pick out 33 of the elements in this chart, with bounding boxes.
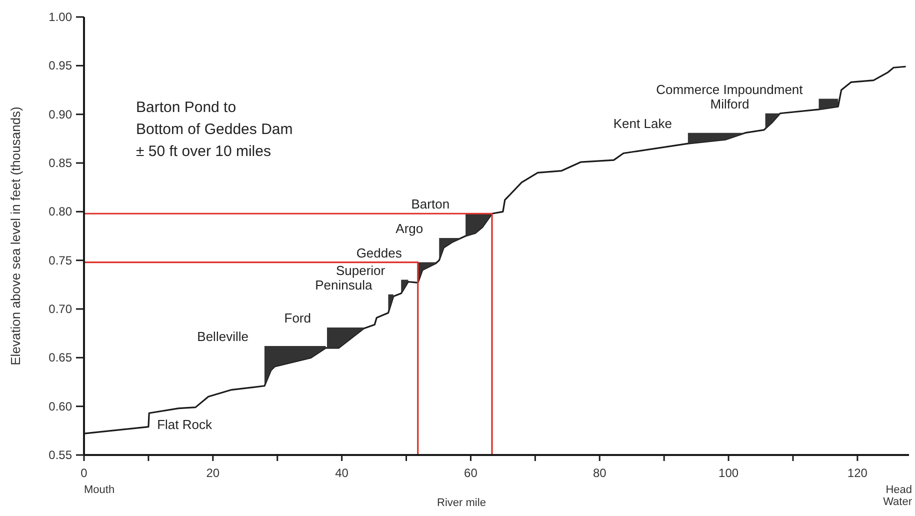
annotation: Argo bbox=[396, 220, 424, 236]
y-tick-label: 1.00 bbox=[48, 10, 72, 24]
annotation: Superior bbox=[336, 262, 386, 278]
x-axis-title: River mile bbox=[437, 497, 486, 509]
annotation: Commerce Impoundment bbox=[656, 82, 804, 97]
y-tick-label: 0.80 bbox=[48, 204, 72, 219]
x-tick-label: 80 bbox=[592, 466, 607, 480]
y-tick-label: 0.75 bbox=[48, 253, 72, 268]
y-tick-label: 0.95 bbox=[48, 58, 72, 73]
y-tick-label: 0.65 bbox=[48, 350, 72, 365]
y-tick-label: 0.90 bbox=[48, 107, 72, 122]
y-axis-title: Elevation above sea level in feet (thousands) bbox=[8, 106, 23, 366]
y-tick-label: 0.85 bbox=[48, 156, 72, 170]
annotation: Geddes bbox=[356, 245, 402, 260]
annotation: Ford bbox=[284, 310, 311, 326]
text: Mouth bbox=[84, 484, 115, 496]
x-tick-label: 120 bbox=[847, 466, 868, 480]
x-tick-label: 100 bbox=[718, 466, 739, 480]
annotation: Milford bbox=[710, 96, 750, 112]
x-tick-label: 0 bbox=[80, 466, 88, 480]
x-tick-label: 40 bbox=[335, 466, 349, 480]
annotation: Belleville bbox=[197, 328, 248, 344]
annotation: Flat Rock bbox=[157, 417, 212, 432]
y-tick-label: 0.60 bbox=[48, 399, 72, 414]
x-tick-label: 60 bbox=[464, 466, 478, 480]
y-tick-label: 0.70 bbox=[48, 302, 72, 316]
x-tick-label: 20 bbox=[206, 466, 220, 480]
annotation: Kent Lake bbox=[613, 116, 672, 131]
annotation: Barton bbox=[411, 196, 450, 212]
y-tick-label: 0.55 bbox=[48, 448, 72, 462]
annotation: Peninsula bbox=[315, 277, 373, 292]
text: Head Water bbox=[883, 484, 912, 508]
annotation: Barton Pond to Bottom of Geddes Dam ± 50 ft over 10 miles bbox=[136, 99, 293, 160]
